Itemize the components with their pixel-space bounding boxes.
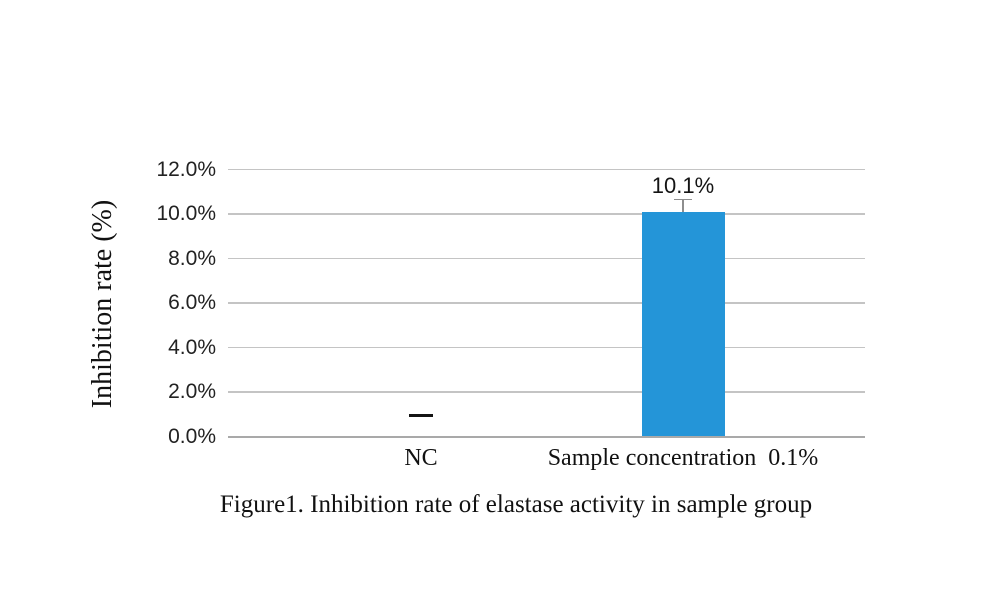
bar [641, 211, 725, 437]
y-tick-label: 10.0% [156, 202, 216, 225]
x-axis-line [228, 435, 865, 438]
gridline [228, 168, 865, 171]
y-tick-label: 0.0% [168, 424, 216, 448]
y-tick-label: 12.0% [156, 157, 216, 181]
error-bar-cap [674, 198, 692, 201]
nc-dash-label [409, 414, 433, 418]
x-category-label: NC [404, 444, 438, 471]
y-tick-label: 8.0% [168, 246, 216, 270]
gridline [228, 346, 865, 349]
gridline [228, 213, 865, 215]
y-tick-label: 4.0% [168, 335, 216, 359]
error-bar-whisker [682, 199, 684, 212]
x-category-label: Sample concentration 0.1% [547, 444, 819, 471]
gridline [228, 391, 865, 393]
y-tick-label: 6.0% [168, 291, 216, 314]
gridline [228, 257, 865, 260]
bar-value-label: 10.1% [651, 172, 715, 198]
gridline [228, 302, 865, 304]
y-tick-label: 2.0% [168, 380, 216, 403]
figure-caption: Figure1. Inhibition rate of elastase act… [219, 491, 813, 518]
